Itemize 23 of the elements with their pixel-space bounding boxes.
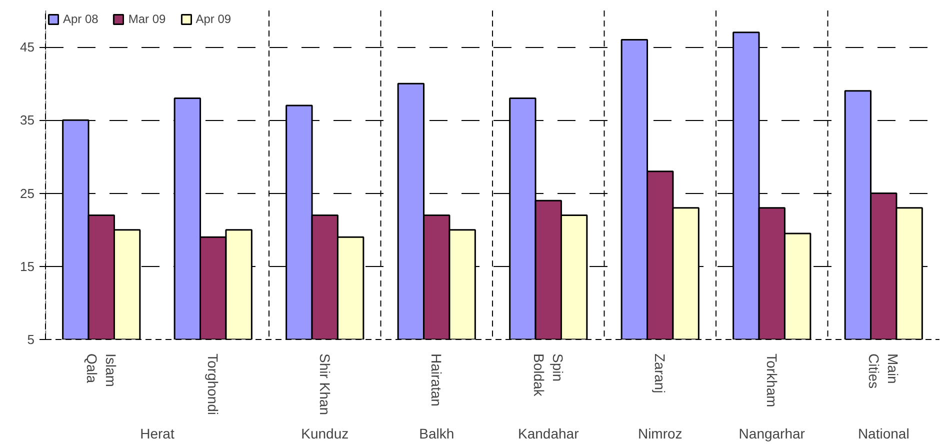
text: Nimroz — [638, 426, 682, 442]
y-tick-label: 5 — [27, 332, 35, 347]
text: Nangarhar — [738, 426, 806, 442]
x-tick-label: Main Cities — [866, 354, 902, 389]
x-tick-label: Spin Boldak — [530, 354, 566, 398]
x-tick-label: Zaranj — [652, 354, 668, 394]
text: Balkh — [419, 426, 454, 442]
text: Kunduz — [301, 426, 349, 442]
y-tick-label: 15 — [20, 258, 35, 274]
y-tick-label: 45 — [20, 40, 35, 55]
text: Herat — [140, 426, 174, 442]
x-tick-label: Torghondi — [205, 354, 222, 415]
legend-label: Apr 08 — [63, 12, 98, 26]
legend-label: Mar 09 — [128, 12, 166, 26]
x-tick-label: Shir Khan — [316, 354, 333, 415]
y-tick-label: 35 — [20, 112, 35, 128]
x-tick-label: Torkham — [764, 354, 780, 408]
text: National — [858, 426, 910, 442]
x-tick-label: Hairatan — [428, 354, 445, 406]
y-tick-label: 25 — [20, 186, 35, 201]
legend-label: Apr 09 — [196, 12, 232, 26]
x-tick-label: Islam Qala — [84, 354, 119, 387]
text: Kandahar — [518, 426, 580, 442]
